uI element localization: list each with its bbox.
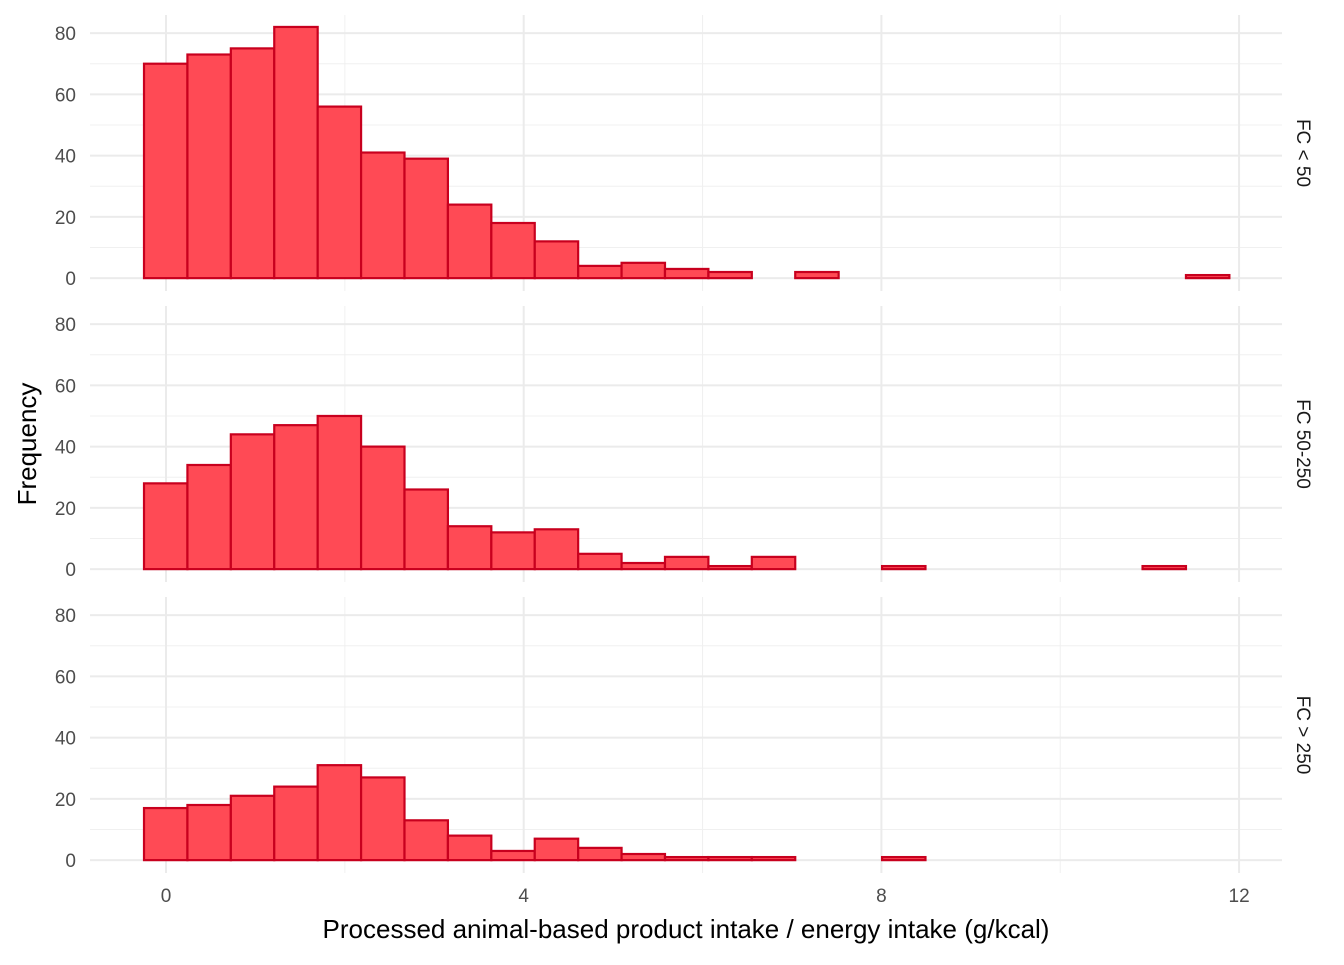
histogram-bar bbox=[142, 482, 189, 571]
facet-panel: 0 20 40 60 80 FC > 250 bbox=[55, 597, 1313, 873]
histogram-bar bbox=[359, 151, 406, 280]
histogram-bar bbox=[186, 53, 232, 280]
histogram-bar bbox=[403, 819, 450, 862]
y-tick-label: 20 bbox=[55, 208, 76, 229]
x-tick-label: 0 bbox=[161, 886, 172, 907]
histogram-bar bbox=[273, 785, 319, 862]
histogram-bar bbox=[794, 270, 840, 280]
y-tick-label: 40 bbox=[55, 438, 76, 459]
histogram-bar bbox=[186, 463, 232, 571]
facet-strip-label: FC < 50 bbox=[1292, 119, 1313, 187]
histogram-bar bbox=[403, 488, 450, 571]
x-axis: 0 4 8 12 bbox=[161, 886, 1250, 907]
histogram-bar bbox=[229, 47, 276, 280]
histogram-bar bbox=[620, 852, 667, 862]
histogram-bar bbox=[446, 203, 493, 280]
histogram-bar bbox=[142, 62, 189, 280]
histogram-bar bbox=[142, 806, 189, 862]
histogram-bar bbox=[577, 552, 623, 571]
histogram-bar bbox=[316, 414, 363, 571]
histogram-bar bbox=[316, 764, 363, 862]
histogram-bar bbox=[403, 157, 450, 280]
histogram-bar bbox=[707, 270, 753, 280]
histogram-bar bbox=[1141, 564, 1188, 571]
histogram-bar bbox=[229, 794, 276, 862]
histogram-bar bbox=[707, 855, 753, 862]
facet-strip-label: FC > 250 bbox=[1292, 696, 1313, 775]
histogram-bar bbox=[620, 261, 667, 280]
y-tick-label: 80 bbox=[55, 315, 76, 336]
histogram-bar bbox=[229, 433, 276, 571]
y-tick-label: 0 bbox=[65, 851, 76, 872]
histogram-bar bbox=[1184, 273, 1231, 280]
histogram-bar bbox=[533, 528, 580, 571]
histogram-bar bbox=[533, 240, 580, 280]
histogram-bar bbox=[620, 561, 667, 571]
histogram-bar bbox=[577, 846, 623, 862]
histogram-bar bbox=[186, 803, 232, 862]
histogram-bar bbox=[359, 445, 406, 571]
histogram-bar bbox=[880, 855, 927, 862]
histogram-bar bbox=[490, 221, 536, 280]
histogram-bar bbox=[750, 855, 797, 862]
y-tick-label: 60 bbox=[55, 376, 76, 397]
y-tick-label: 0 bbox=[65, 560, 76, 581]
histogram-bar bbox=[533, 837, 580, 862]
histogram-bar bbox=[273, 25, 319, 280]
facet-strip-label: FC 50-250 bbox=[1292, 399, 1313, 489]
x-axis-title: Processed animal-based product intake / … bbox=[323, 914, 1050, 944]
histogram-bar bbox=[663, 555, 710, 571]
histogram-bar bbox=[707, 564, 753, 571]
histogram-bar bbox=[316, 105, 363, 280]
histogram-bar bbox=[577, 264, 623, 280]
histogram-bar bbox=[359, 776, 406, 862]
y-tick-label: 60 bbox=[55, 85, 76, 106]
histogram-bar bbox=[663, 855, 710, 862]
y-tick-label: 40 bbox=[55, 729, 76, 750]
histogram-bar bbox=[490, 531, 536, 571]
facet-panel: 0 20 40 60 80 FC < 50 bbox=[55, 15, 1313, 291]
y-tick-label: 80 bbox=[55, 606, 76, 627]
histogram-bar bbox=[273, 424, 319, 571]
x-tick-label: 4 bbox=[518, 886, 529, 907]
y-tick-label: 0 bbox=[65, 269, 76, 290]
x-tick-label: 8 bbox=[876, 886, 887, 907]
x-tick-label: 12 bbox=[1229, 886, 1250, 907]
facet-panel: 0 20 40 60 80 FC 50-250 bbox=[55, 306, 1313, 582]
y-tick-label: 60 bbox=[55, 667, 76, 688]
y-tick-label: 20 bbox=[55, 790, 76, 811]
y-tick-label: 20 bbox=[55, 499, 76, 520]
histogram-bar bbox=[750, 555, 797, 571]
histogram-bar bbox=[446, 525, 493, 571]
y-tick-label: 80 bbox=[55, 24, 76, 45]
histogram-bar bbox=[663, 267, 710, 280]
histogram-bar bbox=[490, 849, 536, 862]
histogram-bar bbox=[880, 564, 927, 571]
y-tick-label: 40 bbox=[55, 147, 76, 168]
histogram-bar bbox=[446, 834, 493, 862]
y-axis-title: Frequency bbox=[12, 383, 42, 506]
